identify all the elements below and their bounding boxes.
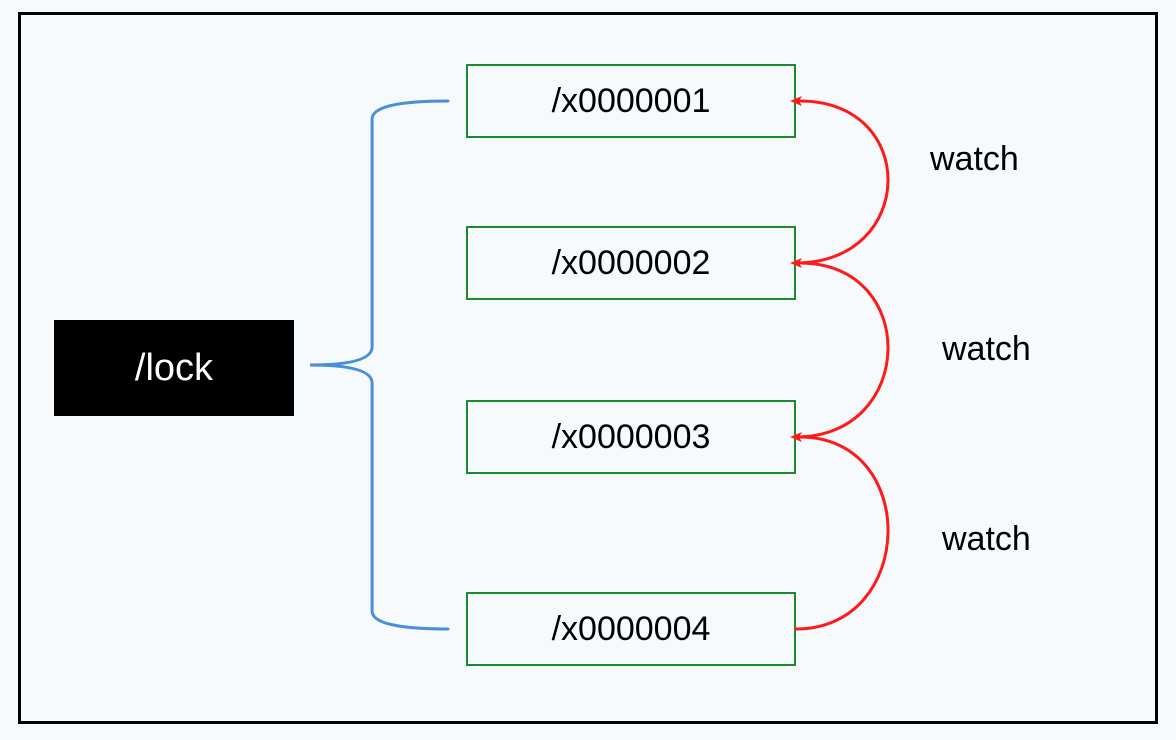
node-x0000002: /x0000002 [466,226,796,300]
root-node-lock: /lock [54,320,294,416]
node-x0000003: /x0000003 [466,400,796,474]
root-node-label: /lock [135,347,213,390]
node-label: /x0000001 [552,82,711,121]
watch-label-3: watch [942,520,1031,559]
diagram-canvas: /lock /x0000001 /x0000002 /x0000003 /x00… [0,0,1176,740]
node-label: /x0000003 [552,418,711,457]
node-label: /x0000002 [552,244,711,283]
node-label: /x0000004 [552,610,711,649]
node-x0000001: /x0000001 [466,64,796,138]
watch-label-1: watch [930,140,1019,179]
watch-label-2: watch [942,330,1031,369]
node-x0000004: /x0000004 [466,592,796,666]
